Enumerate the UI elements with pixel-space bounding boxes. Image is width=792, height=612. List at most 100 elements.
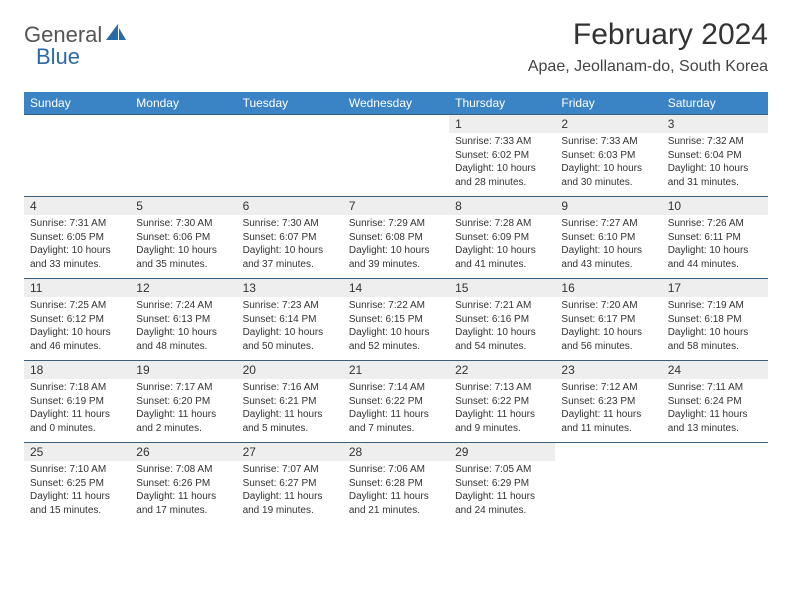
day-cell: 11Sunrise: 7:25 AMSunset: 6:12 PMDayligh… [24, 279, 130, 361]
day-details: Sunrise: 7:08 AMSunset: 6:26 PMDaylight:… [130, 461, 236, 521]
day-number: 20 [237, 361, 343, 379]
day-number: 17 [662, 279, 768, 297]
calendar-body: 1Sunrise: 7:33 AMSunset: 6:02 PMDaylight… [24, 115, 768, 525]
day-details: Sunrise: 7:26 AMSunset: 6:11 PMDaylight:… [662, 215, 768, 275]
empty-cell [130, 115, 236, 197]
day-details: Sunrise: 7:28 AMSunset: 6:09 PMDaylight:… [449, 215, 555, 275]
day-number: 23 [555, 361, 661, 379]
day-details: Sunrise: 7:20 AMSunset: 6:17 PMDaylight:… [555, 297, 661, 357]
day-details: Sunrise: 7:30 AMSunset: 6:06 PMDaylight:… [130, 215, 236, 275]
day-cell: 3Sunrise: 7:32 AMSunset: 6:04 PMDaylight… [662, 115, 768, 197]
day-number: 22 [449, 361, 555, 379]
week-row: 4Sunrise: 7:31 AMSunset: 6:05 PMDaylight… [24, 197, 768, 279]
day-details: Sunrise: 7:22 AMSunset: 6:15 PMDaylight:… [343, 297, 449, 357]
day-number: 15 [449, 279, 555, 297]
day-details: Sunrise: 7:33 AMSunset: 6:03 PMDaylight:… [555, 133, 661, 193]
day-cell: 5Sunrise: 7:30 AMSunset: 6:06 PMDaylight… [130, 197, 236, 279]
day-cell: 13Sunrise: 7:23 AMSunset: 6:14 PMDayligh… [237, 279, 343, 361]
week-row: 25Sunrise: 7:10 AMSunset: 6:25 PMDayligh… [24, 443, 768, 525]
day-cell: 18Sunrise: 7:18 AMSunset: 6:19 PMDayligh… [24, 361, 130, 443]
day-cell: 28Sunrise: 7:06 AMSunset: 6:28 PMDayligh… [343, 443, 449, 525]
day-cell: 15Sunrise: 7:21 AMSunset: 6:16 PMDayligh… [449, 279, 555, 361]
day-cell: 26Sunrise: 7:08 AMSunset: 6:26 PMDayligh… [130, 443, 236, 525]
day-details: Sunrise: 7:31 AMSunset: 6:05 PMDaylight:… [24, 215, 130, 275]
day-number: 21 [343, 361, 449, 379]
day-number: 26 [130, 443, 236, 461]
day-cell: 10Sunrise: 7:26 AMSunset: 6:11 PMDayligh… [662, 197, 768, 279]
empty-cell [555, 443, 661, 525]
day-number: 14 [343, 279, 449, 297]
day-cell: 6Sunrise: 7:30 AMSunset: 6:07 PMDaylight… [237, 197, 343, 279]
day-details: Sunrise: 7:23 AMSunset: 6:14 PMDaylight:… [237, 297, 343, 357]
empty-cell [237, 115, 343, 197]
day-details: Sunrise: 7:14 AMSunset: 6:22 PMDaylight:… [343, 379, 449, 439]
day-cell: 7Sunrise: 7:29 AMSunset: 6:08 PMDaylight… [343, 197, 449, 279]
day-cell: 22Sunrise: 7:13 AMSunset: 6:22 PMDayligh… [449, 361, 555, 443]
day-cell: 8Sunrise: 7:28 AMSunset: 6:09 PMDaylight… [449, 197, 555, 279]
logo: General Blue [24, 22, 128, 70]
day-details: Sunrise: 7:32 AMSunset: 6:04 PMDaylight:… [662, 133, 768, 193]
day-cell: 14Sunrise: 7:22 AMSunset: 6:15 PMDayligh… [343, 279, 449, 361]
day-details: Sunrise: 7:07 AMSunset: 6:27 PMDaylight:… [237, 461, 343, 521]
day-details: Sunrise: 7:30 AMSunset: 6:07 PMDaylight:… [237, 215, 343, 275]
day-cell: 1Sunrise: 7:33 AMSunset: 6:02 PMDaylight… [449, 115, 555, 197]
day-cell: 4Sunrise: 7:31 AMSunset: 6:05 PMDaylight… [24, 197, 130, 279]
day-header-monday: Monday [130, 92, 236, 115]
day-cell: 27Sunrise: 7:07 AMSunset: 6:27 PMDayligh… [237, 443, 343, 525]
title-block: February 2024 Apae, Jeollanam-do, South … [528, 18, 768, 76]
day-cell: 21Sunrise: 7:14 AMSunset: 6:22 PMDayligh… [343, 361, 449, 443]
day-header-friday: Friday [555, 92, 661, 115]
day-details: Sunrise: 7:12 AMSunset: 6:23 PMDaylight:… [555, 379, 661, 439]
day-details: Sunrise: 7:17 AMSunset: 6:20 PMDaylight:… [130, 379, 236, 439]
day-details: Sunrise: 7:27 AMSunset: 6:10 PMDaylight:… [555, 215, 661, 275]
day-number: 5 [130, 197, 236, 215]
day-cell: 23Sunrise: 7:12 AMSunset: 6:23 PMDayligh… [555, 361, 661, 443]
day-number: 3 [662, 115, 768, 133]
day-number: 8 [449, 197, 555, 215]
week-row: 1Sunrise: 7:33 AMSunset: 6:02 PMDaylight… [24, 115, 768, 197]
day-cell: 17Sunrise: 7:19 AMSunset: 6:18 PMDayligh… [662, 279, 768, 361]
day-number: 18 [24, 361, 130, 379]
day-header-row: SundayMondayTuesdayWednesdayThursdayFrid… [24, 92, 768, 115]
day-details: Sunrise: 7:13 AMSunset: 6:22 PMDaylight:… [449, 379, 555, 439]
day-details: Sunrise: 7:05 AMSunset: 6:29 PMDaylight:… [449, 461, 555, 521]
day-number: 4 [24, 197, 130, 215]
location-text: Apae, Jeollanam-do, South Korea [528, 58, 768, 76]
day-cell: 9Sunrise: 7:27 AMSunset: 6:10 PMDaylight… [555, 197, 661, 279]
day-details: Sunrise: 7:16 AMSunset: 6:21 PMDaylight:… [237, 379, 343, 439]
empty-cell [662, 443, 768, 525]
day-number: 25 [24, 443, 130, 461]
calendar-table: SundayMondayTuesdayWednesdayThursdayFrid… [24, 92, 768, 525]
logo-block: General Blue [24, 22, 128, 70]
day-number: 24 [662, 361, 768, 379]
day-details: Sunrise: 7:18 AMSunset: 6:19 PMDaylight:… [24, 379, 130, 439]
day-details: Sunrise: 7:19 AMSunset: 6:18 PMDaylight:… [662, 297, 768, 357]
day-cell: 24Sunrise: 7:11 AMSunset: 6:24 PMDayligh… [662, 361, 768, 443]
week-row: 18Sunrise: 7:18 AMSunset: 6:19 PMDayligh… [24, 361, 768, 443]
day-header-saturday: Saturday [662, 92, 768, 115]
day-cell: 16Sunrise: 7:20 AMSunset: 6:17 PMDayligh… [555, 279, 661, 361]
day-header-tuesday: Tuesday [237, 92, 343, 115]
day-number: 27 [237, 443, 343, 461]
day-details: Sunrise: 7:25 AMSunset: 6:12 PMDaylight:… [24, 297, 130, 357]
day-number: 19 [130, 361, 236, 379]
sail-icon [106, 24, 128, 47]
day-number: 6 [237, 197, 343, 215]
day-number: 10 [662, 197, 768, 215]
day-number: 29 [449, 443, 555, 461]
day-cell: 19Sunrise: 7:17 AMSunset: 6:20 PMDayligh… [130, 361, 236, 443]
day-header-thursday: Thursday [449, 92, 555, 115]
day-cell: 2Sunrise: 7:33 AMSunset: 6:03 PMDaylight… [555, 115, 661, 197]
day-cell: 29Sunrise: 7:05 AMSunset: 6:29 PMDayligh… [449, 443, 555, 525]
day-cell: 25Sunrise: 7:10 AMSunset: 6:25 PMDayligh… [24, 443, 130, 525]
day-number: 28 [343, 443, 449, 461]
day-details: Sunrise: 7:33 AMSunset: 6:02 PMDaylight:… [449, 133, 555, 193]
day-number: 11 [24, 279, 130, 297]
day-number: 2 [555, 115, 661, 133]
day-number: 16 [555, 279, 661, 297]
week-row: 11Sunrise: 7:25 AMSunset: 6:12 PMDayligh… [24, 279, 768, 361]
day-details: Sunrise: 7:21 AMSunset: 6:16 PMDaylight:… [449, 297, 555, 357]
day-number: 13 [237, 279, 343, 297]
day-header-sunday: Sunday [24, 92, 130, 115]
day-header-wednesday: Wednesday [343, 92, 449, 115]
